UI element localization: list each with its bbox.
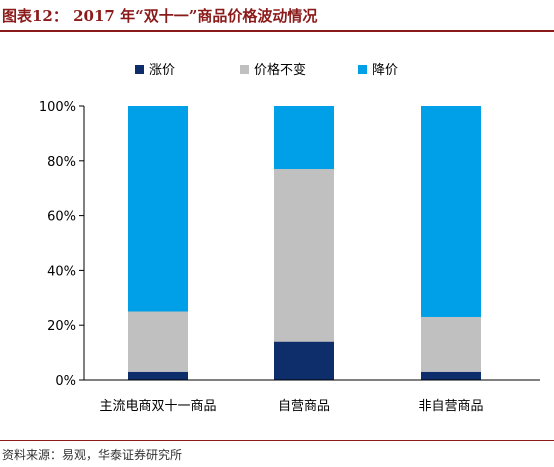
y-tick-label-4: 80%: [47, 155, 76, 170]
bar-segment-0-0: [128, 371, 188, 380]
bar-segment-2-2: [421, 106, 481, 317]
bar-segment-0-2: [128, 106, 188, 312]
legend-label-2: 降价: [372, 63, 398, 78]
bar-segment-2-0: [421, 371, 481, 380]
figure-title: 图表12： 2017 年“双十一”商品价格波动情况: [2, 7, 318, 25]
x-tick-label-2: 非自营商品: [418, 399, 483, 414]
legend-swatch-2: [358, 65, 367, 74]
y-tick-label-1: 20%: [47, 319, 76, 334]
y-tick-label-0: 0%: [55, 374, 76, 389]
bottom-rule: [0, 440, 554, 441]
y-axis: 0% 20% 40% 60% 80% 100%: [39, 100, 85, 389]
y-tick-label-2: 40%: [47, 264, 76, 279]
x-tick-label-1: 自营商品: [278, 399, 330, 414]
legend-label-0: 涨价: [149, 63, 175, 78]
legend-swatch-1: [240, 65, 249, 74]
bar-segment-2-1: [421, 316, 481, 372]
y-tick-label-5: 100%: [39, 100, 76, 115]
y-tick-label-3: 60%: [47, 210, 76, 225]
bar-segment-1-1: [274, 169, 334, 342]
legend-label-1: 价格不变: [254, 62, 306, 78]
legend: 涨价 价格不变 降价: [135, 62, 398, 78]
bars: [128, 106, 481, 380]
bar-segment-1-2: [274, 106, 334, 170]
bar-segment-0-1: [128, 311, 188, 372]
x-tick-label-0: 主流电商双十一商品: [99, 399, 216, 414]
stacked-bar-chart: 涨价 价格不变 降价 0% 20% 40% 60% 80% 100% 主流电商双十一商品 自营商…: [39, 62, 540, 414]
title-rule: [0, 30, 554, 32]
x-axis: 主流电商双十一商品 自营商品 非自营商品: [84, 379, 540, 414]
source-note: 资料来源：易观，华泰证券研究所: [2, 448, 183, 462]
legend-swatch-0: [135, 65, 144, 74]
bar-segment-1-0: [274, 341, 334, 380]
